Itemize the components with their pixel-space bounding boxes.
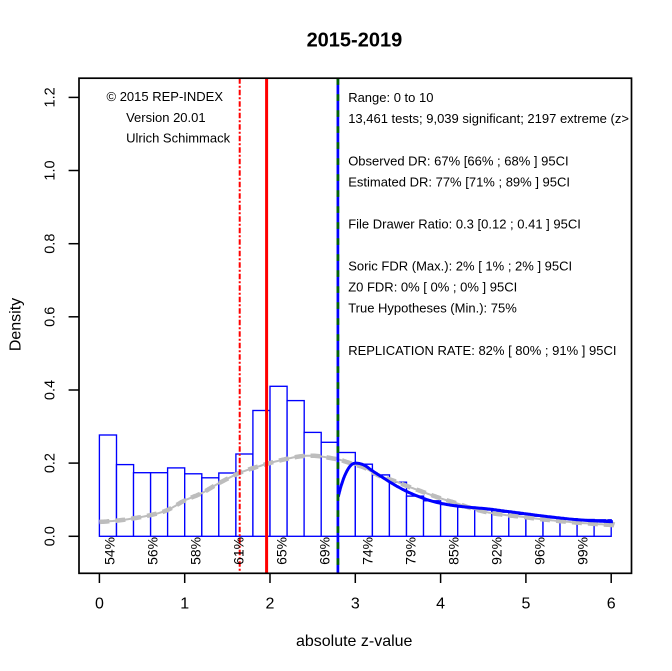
svg-text:0.8: 0.8 [43,234,59,254]
svg-text:1.2: 1.2 [43,87,59,107]
svg-text:1.0: 1.0 [43,160,59,180]
svg-text:4: 4 [436,596,445,613]
svg-text:Version 20.01: Version 20.01 [126,110,206,125]
svg-text:0.6: 0.6 [43,307,59,327]
svg-text:Density: Density [8,298,25,351]
svg-text:Estimated DR: 77% [71% ; 89% ]: Estimated DR: 77% [71% ; 89% ] 95CI [348,174,570,189]
svg-text:58%: 58% [187,537,203,565]
svg-text:99%: 99% [574,537,590,565]
svg-text:65%: 65% [273,537,289,565]
svg-text:0.4: 0.4 [43,380,59,400]
svg-text:2: 2 [266,596,275,613]
svg-text:File Drawer Ratio: 0.3 [0.12 ;: File Drawer Ratio: 0.3 [0.12 ; 0.41 ] 95… [348,217,581,232]
svg-text:61%: 61% [230,537,246,565]
svg-text:5: 5 [521,596,530,613]
svg-text:Soric FDR (Max.): 2% [ 1% ; 2%: Soric FDR (Max.): 2% [ 1% ; 2% ] 95CI [348,259,572,274]
svg-text:6: 6 [607,596,616,613]
svg-text:85%: 85% [445,537,461,565]
svg-text:Ulrich Schimmack: Ulrich Schimmack [126,131,231,146]
svg-text:92%: 92% [488,537,504,565]
svg-text:absolute z-value: absolute z-value [296,633,413,650]
svg-text:2015-2019: 2015-2019 [307,30,403,52]
svg-text:0.2: 0.2 [43,453,59,473]
svg-text:© 2015 REP-INDEX: © 2015 REP-INDEX [107,89,224,104]
svg-text:56%: 56% [144,537,160,565]
svg-text:0.0: 0.0 [43,526,59,546]
svg-text:79%: 79% [402,537,418,565]
svg-text:True Hypotheses (Min.): 75%: True Hypotheses (Min.): 75% [348,301,517,316]
svg-text:3: 3 [351,596,360,613]
svg-text:0: 0 [95,596,104,613]
svg-text:96%: 96% [531,537,547,565]
svg-text:Z0 FDR: 0% [ 0% ; 0% ] 95CI: Z0 FDR: 0% [ 0% ; 0% ] 95CI [348,280,517,295]
svg-text:Observed DR: 67% [66% ; 68% ]: Observed DR: 67% [66% ; 68% ] 95CI [348,153,568,168]
svg-text:REPLICATION RATE: 82% [ 80% ;: REPLICATION RATE: 82% [ 80% ; 91% ] 95CI [348,343,616,358]
svg-text:Range: 0 to 10: Range: 0 to 10 [348,90,433,105]
svg-text:54%: 54% [101,537,117,565]
svg-text:69%: 69% [316,537,332,565]
svg-text:13,461 tests; 9,039 significan: 13,461 tests; 9,039 significant; 2197 ex… [348,111,648,126]
svg-text:1: 1 [180,596,189,613]
svg-text:74%: 74% [359,537,375,565]
